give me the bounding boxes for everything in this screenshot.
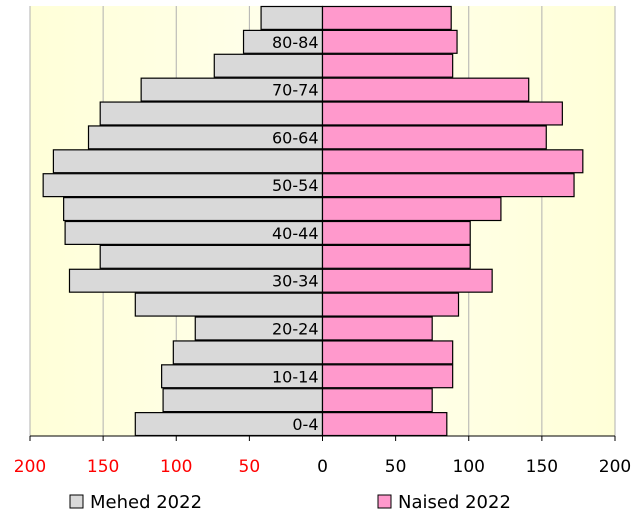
age-group-label: 10-14 [272,367,319,386]
bar-women-75-79 [321,53,454,78]
bar-men-45-49 [63,197,324,222]
x-tick-label: 150 [526,457,558,477]
age-group-label: 60-64 [272,128,319,147]
bar-women-65-69 [321,101,563,126]
legend-label-women: Naised 2022 [398,492,511,513]
bar-men-85+ [260,5,324,30]
x-tick-label: 200 [14,457,46,477]
bar-men-35-39 [99,244,324,269]
age-group-label: 30-34 [272,272,319,291]
bars-group [42,5,584,437]
x-tick-label: 200 [599,457,631,477]
legend-swatch-women [377,494,392,509]
x-tick-label: 150 [87,457,119,477]
bar-women-15-19 [321,340,454,365]
bar-men-75-79 [213,53,324,78]
x-tick-label: 0 [317,457,328,477]
age-group-label: 40-44 [272,224,319,243]
bar-men-65-69 [99,101,324,126]
age-group-label: 20-24 [272,320,319,339]
age-group-label: 80-84 [272,33,319,52]
bar-women-25-29 [321,292,460,317]
x-tick-label: 50 [385,457,407,477]
bar-women-0-4 [321,412,448,437]
bar-women-85+ [321,5,452,30]
age-group-label: 50-54 [272,176,319,195]
bar-women-45-49 [321,197,502,222]
bar-men-15-19 [172,340,324,365]
bar-men-5-9 [162,388,324,413]
x-tick-labels: 200 150 100 50 0 50 100 150 200 [14,436,631,477]
age-group-label: 70-74 [272,81,319,100]
bar-women-60-64 [321,125,547,150]
bar-women-80-84 [321,29,458,54]
x-tick-label: 50 [239,457,261,477]
bar-women-30-34 [321,268,493,293]
legend-swatch-men [69,494,84,509]
age-group-labels: 0-4 10-14 20-24 30-34 40-44 50-54 60-64 70-74 80… [272,33,319,434]
bar-men-55-59 [52,149,324,174]
bar-women-70-74 [321,77,530,102]
legend-label-men: Mehed 2022 [90,492,202,513]
bar-women-5-9 [321,388,433,413]
bar-men-25-29 [134,292,324,317]
bar-women-10-14 [321,364,454,389]
bar-women-40-44 [321,220,471,245]
bar-women-35-39 [321,244,471,269]
x-tick-label: 100 [160,457,192,477]
age-group-label: 0-4 [292,415,318,434]
x-tick-label: 100 [453,457,485,477]
legend: Mehed 2022 Naised 2022 [69,492,511,513]
bar-women-55-59 [321,149,584,174]
bar-women-50-54 [321,173,575,198]
bar-women-20-24 [321,316,433,341]
